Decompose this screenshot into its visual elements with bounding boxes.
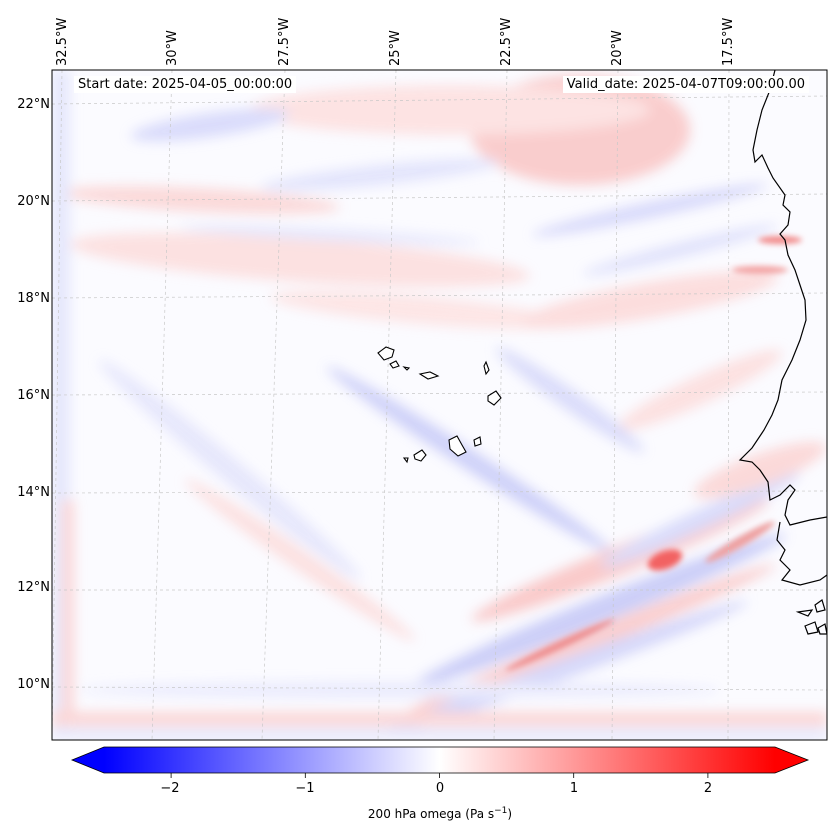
colorbar-tick: 0	[435, 781, 445, 796]
lon-label-20w: 20°W	[610, 30, 625, 66]
colorbar-tick: −2	[160, 781, 180, 796]
colorbar	[70, 746, 810, 778]
coastline	[738, 70, 827, 635]
graticule	[52, 70, 827, 740]
lon-label-30w: 30°W	[165, 30, 180, 66]
lat-label-16n: 16°N	[17, 388, 50, 403]
lon-label-25w: 25°W	[388, 30, 403, 66]
lat-label-10n: 10°N	[17, 677, 50, 692]
lon-label-27-5w: 27.5°W	[277, 17, 292, 66]
start-date-label: Start date: 2025-04-05_00:00:00	[74, 76, 297, 93]
colorbar-tick: 1	[569, 781, 579, 796]
valid-date-label: Valid_date: 2025-04-07T09:00:00.00	[562, 76, 809, 93]
lat-label-12n: 12°N	[17, 580, 50, 595]
lat-label-14n: 14°N	[17, 485, 50, 500]
colorbar-tick: 2	[703, 781, 713, 796]
lat-label-22n: 22°N	[17, 97, 50, 112]
map-frame	[51, 69, 828, 741]
omega-field	[52, 70, 827, 740]
colorbar-tick: −1	[295, 781, 315, 796]
lat-label-18n: 18°N	[17, 291, 50, 306]
lat-label-20n: 20°N	[17, 194, 50, 209]
colorbar-label: 200 hPa omega (Pa s−1)	[367, 806, 513, 821]
lon-label-22-5w: 22.5°W	[499, 17, 514, 66]
cape-verde-islands	[377, 346, 502, 464]
lon-label-17-5w: 17.5°W	[721, 17, 736, 66]
lon-label-32-5w: 32.5°W	[55, 17, 70, 66]
